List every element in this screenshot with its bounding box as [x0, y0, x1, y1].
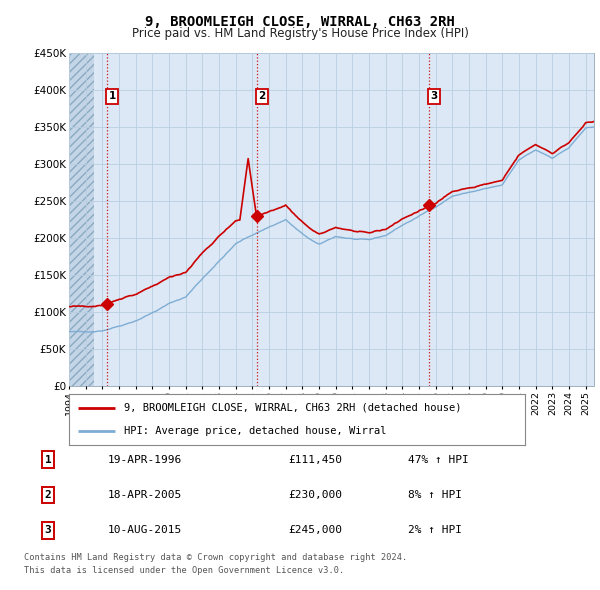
Text: Contains HM Land Registry data © Crown copyright and database right 2024.: Contains HM Land Registry data © Crown c…: [24, 553, 407, 562]
Text: 1: 1: [109, 91, 116, 101]
Text: 2: 2: [259, 91, 266, 101]
Text: This data is licensed under the Open Government Licence v3.0.: This data is licensed under the Open Gov…: [24, 566, 344, 575]
Text: Price paid vs. HM Land Registry's House Price Index (HPI): Price paid vs. HM Land Registry's House …: [131, 27, 469, 40]
Text: 10-AUG-2015: 10-AUG-2015: [108, 526, 182, 535]
Text: 9, BROOMLEIGH CLOSE, WIRRAL, CH63 2RH (detached house): 9, BROOMLEIGH CLOSE, WIRRAL, CH63 2RH (d…: [124, 402, 461, 412]
Text: 9, BROOMLEIGH CLOSE, WIRRAL, CH63 2RH: 9, BROOMLEIGH CLOSE, WIRRAL, CH63 2RH: [145, 15, 455, 29]
Text: 8% ↑ HPI: 8% ↑ HPI: [408, 490, 462, 500]
Text: 2: 2: [44, 490, 52, 500]
Text: £230,000: £230,000: [288, 490, 342, 500]
Bar: [69, 53, 94, 386]
Text: 3: 3: [430, 91, 437, 101]
Text: 2% ↑ HPI: 2% ↑ HPI: [408, 526, 462, 535]
Text: £111,450: £111,450: [288, 455, 342, 464]
Text: 1: 1: [44, 455, 52, 464]
Text: 3: 3: [44, 526, 52, 535]
Text: 18-APR-2005: 18-APR-2005: [108, 490, 182, 500]
Text: 19-APR-1996: 19-APR-1996: [108, 455, 182, 464]
Text: £245,000: £245,000: [288, 526, 342, 535]
Text: 47% ↑ HPI: 47% ↑ HPI: [408, 455, 469, 464]
Text: HPI: Average price, detached house, Wirral: HPI: Average price, detached house, Wirr…: [124, 427, 386, 437]
